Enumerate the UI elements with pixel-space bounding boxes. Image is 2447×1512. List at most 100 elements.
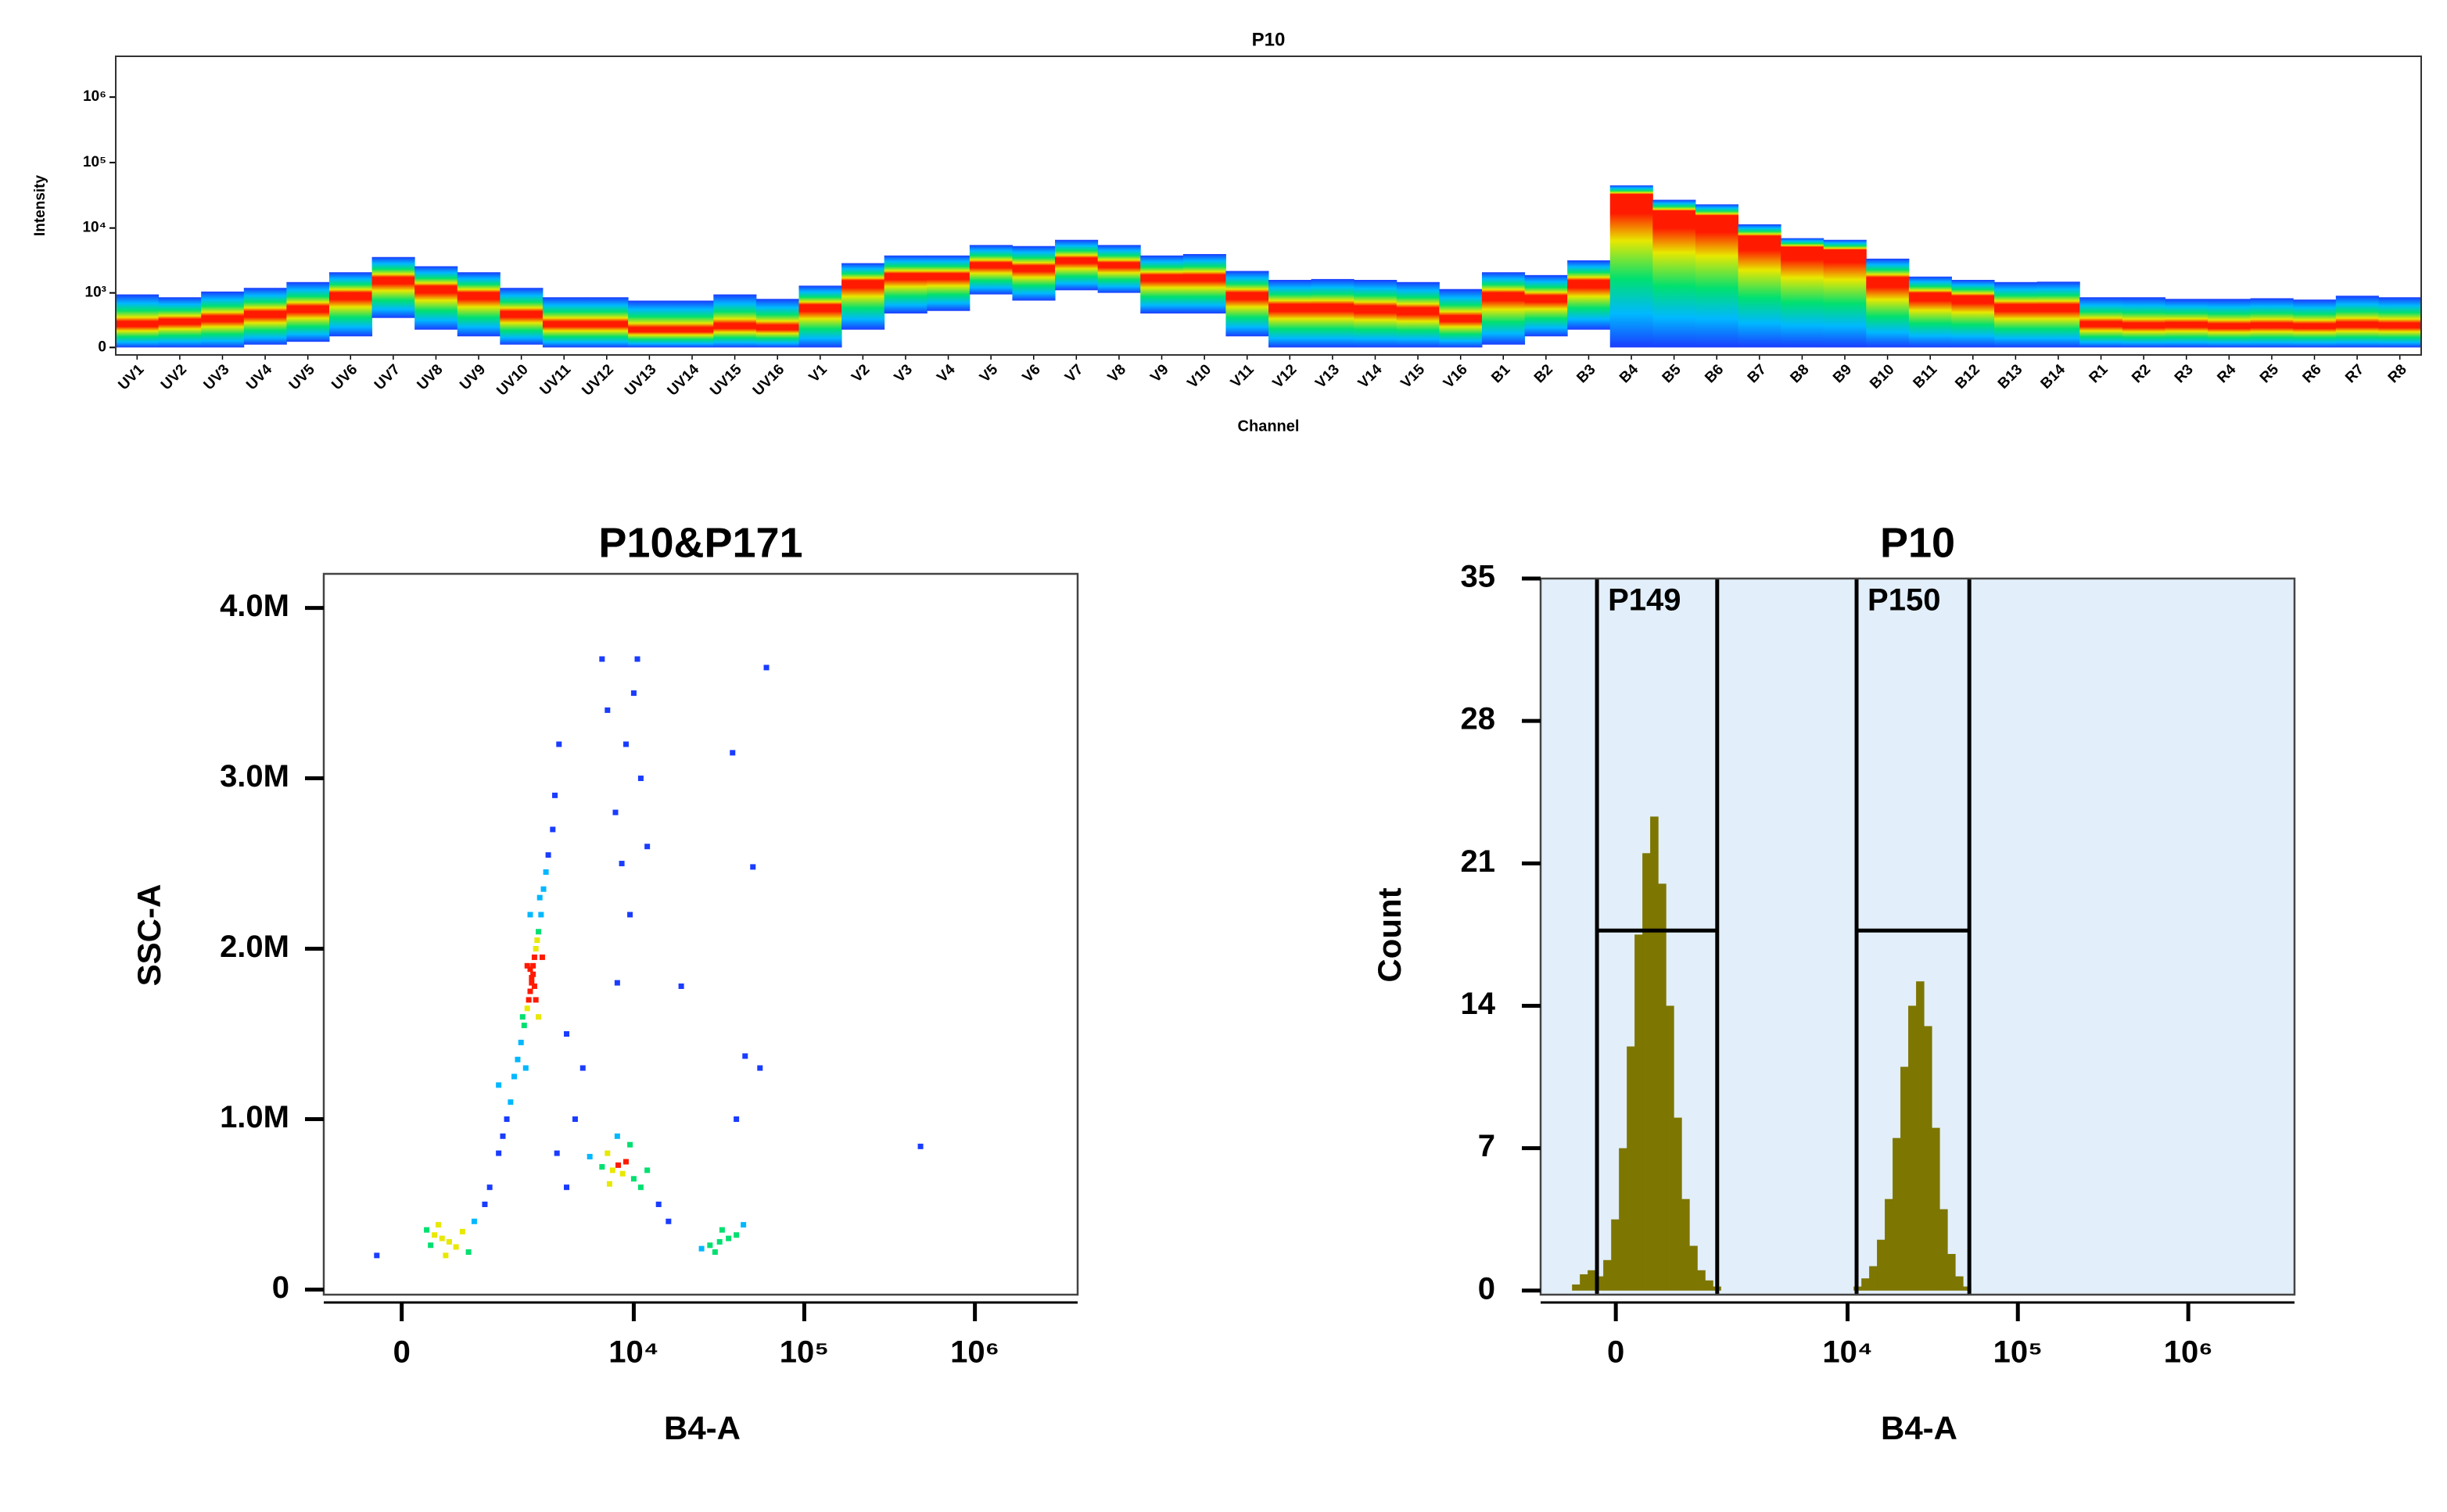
histogram-bar [1924,1026,1932,1291]
event-dot [564,1184,570,1191]
histogram-bar [1877,1239,1885,1291]
event-dot [614,1133,620,1139]
event-dot [619,1170,626,1177]
x-tick-label: B6 [1702,361,1727,386]
x-axis-label: Channel [1238,417,1300,435]
x-tick-label: B8 [1787,361,1812,386]
event-dot [530,971,536,977]
x-tick-label: B14 [2038,361,2069,392]
channel-spectrum [969,245,1013,295]
x-tick-label: V5 [977,361,1002,386]
channel-spectrum [542,297,587,348]
event-dot [496,1150,502,1156]
x-tick-label: V7 [1062,361,1086,385]
channel-spectrum [713,294,757,348]
x-tick-label: 10⁶ [2164,1335,2213,1370]
channel-spectrum [158,297,202,348]
event-dot [534,937,540,944]
x-tick-label: B1 [1488,361,1513,386]
channel-spectrum [457,272,501,337]
event-dot [526,997,532,1003]
x-tick-label: B7 [1745,361,1770,386]
channel-spectrum [1866,258,1910,348]
event-dot [666,1218,672,1224]
event-dot [374,1252,380,1259]
x-tick-label: B4 [1616,361,1641,386]
x-tick-label: UV15 [707,361,745,399]
event-dot [587,1153,593,1159]
event-dot [606,1181,612,1187]
channel-spectrum [1567,260,1611,330]
x-tick-label: R8 [2385,361,2410,386]
channel-spectrum [1311,278,1354,348]
channel-spectrum [1738,224,1781,348]
x-tick-label: UV5 [286,361,318,393]
event-dot [465,1249,472,1256]
event-dot [712,1249,718,1256]
channel-spectrum [2122,297,2165,348]
event-dot [471,1218,477,1224]
event-dot [750,864,756,870]
x-tick-label: UV13 [622,361,659,399]
x-tick-label: V9 [1147,361,1171,385]
x-tick-label: V16 [1441,361,1471,392]
event-dot [634,656,640,662]
histogram-bar [1893,1138,1901,1291]
histogram-bar [1861,1278,1870,1291]
event-dot [707,1242,713,1249]
event-dot [614,980,620,986]
x-tick-label: V8 [1105,361,1129,385]
gate-label: P149 [1608,583,1681,618]
channel-spectrum [1781,238,1824,348]
x-tick-label: R4 [2214,361,2239,386]
y-tick-label: 0 [272,1270,289,1305]
histogram-bar [1588,1270,1596,1291]
event-dot [524,962,530,969]
histogram-bar [1627,1046,1635,1291]
event-dot [627,912,633,918]
x-tick-label: 0 [1607,1335,1624,1370]
event-dot [543,869,549,875]
event-dot [529,980,535,986]
histogram-bar [1885,1198,1893,1291]
x-tick-label: V11 [1228,361,1258,391]
x-tick-label: B9 [1830,361,1855,386]
event-dot [572,1116,578,1122]
event-dot [453,1244,459,1250]
event-dot [741,1222,747,1228]
plot-frame [1539,577,2296,1296]
event-dot [719,1227,725,1233]
x-tick-label: R1 [2086,361,2112,386]
event-dot [623,741,629,747]
histogram-bar [1947,1253,1956,1291]
histogram-bar [1634,934,1643,1291]
x-tick-label: 0 [393,1335,411,1370]
x-tick-label: 10⁵ [1993,1335,2043,1370]
x-tick-label: V1 [806,361,831,386]
event-dot [496,1082,502,1088]
event-dot [644,1167,651,1173]
y-tick-label: 1.0M [220,1100,289,1134]
histogram-bar [1666,1005,1674,1291]
histogram-bar [1650,816,1659,1291]
x-tick-label: UV16 [750,361,788,399]
event-dot [644,844,651,850]
channel-spectrum [1396,281,1440,348]
event-dot [579,1065,586,1071]
event-dot [655,1201,662,1207]
channel-spectrum [371,256,415,318]
event-dot [519,1014,526,1020]
channel-spectrum [2335,296,2379,348]
event-dot [605,707,611,713]
event-dot [554,1150,560,1156]
histogram-bar [1869,1266,1878,1291]
event-dot [734,1232,740,1238]
event-dot [518,1039,524,1045]
event-dot [482,1201,488,1207]
channel-spectrum [884,255,927,314]
histogram-bar [1580,1274,1588,1291]
channel-spectrum [2208,299,2251,348]
event-dot [615,1162,622,1168]
event-dot [439,1235,445,1241]
